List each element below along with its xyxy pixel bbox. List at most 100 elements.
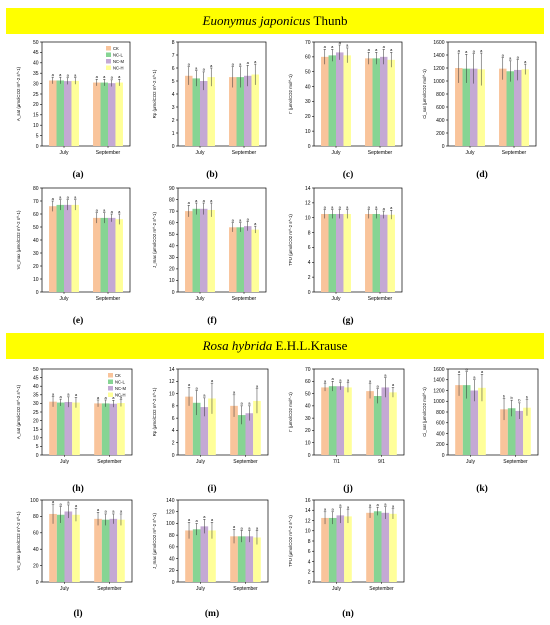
y-tick-label: 6: [172, 66, 175, 72]
significance-letter: a: [67, 195, 70, 200]
y-tick-label: 1000: [433, 79, 444, 85]
y-tick-label: 40: [305, 84, 311, 90]
significance-letter: a: [256, 383, 259, 388]
significance-letter: a: [233, 524, 236, 529]
bar: [208, 398, 216, 455]
y-tick-label: 45: [33, 375, 39, 381]
bar: [72, 514, 80, 582]
y-axis-label: A_sat (μmolCO2 m^-2 s^-1): [16, 384, 21, 439]
significance-letter: a: [239, 62, 242, 67]
y-tick-label: 12: [169, 379, 175, 385]
significance-letter: a: [248, 525, 251, 530]
significance-letter: a: [331, 204, 334, 209]
bar: [207, 209, 215, 292]
y-tick-label: 70: [169, 209, 175, 215]
bar: [514, 69, 522, 146]
significance-letter: a: [331, 44, 334, 49]
x-tick-label: July: [332, 150, 341, 156]
panel-label: (h): [72, 483, 84, 494]
significance-letter: a: [347, 377, 350, 382]
significance-letter: a: [203, 393, 206, 398]
x-tick-label: September: [368, 150, 393, 156]
bar: [115, 219, 123, 292]
x-tick-label: July: [196, 296, 205, 302]
y-tick-label: 600: [436, 421, 445, 427]
y-tick-label: 40: [169, 556, 175, 562]
significance-letter: a: [502, 52, 505, 57]
y-tick-label: 6: [308, 549, 311, 555]
y-tick-label: 25: [33, 92, 39, 98]
significance-letter: a: [196, 518, 199, 523]
section-banner-euonymus: Euonymus japonicus Thunb: [6, 8, 544, 34]
y-tick-label: 3: [172, 105, 175, 111]
panel-label: (g): [342, 315, 353, 326]
y-tick-label: 1200: [433, 66, 444, 72]
panel-label: (k): [476, 483, 488, 494]
x-tick-label: July: [196, 150, 205, 156]
plot-frame: [41, 499, 133, 583]
significance-letter: a: [473, 375, 476, 380]
y-tick-label: 4: [172, 428, 175, 434]
y-axis-label: Rp (μmolCO2 m^-2 s^-1): [152, 69, 157, 118]
significance-letter: a: [120, 394, 123, 399]
bar: [336, 515, 345, 582]
legend-entry: CK: [113, 46, 119, 51]
y-tick-label: 0: [172, 453, 175, 459]
bar: [49, 401, 57, 455]
x-tick-label: September: [96, 296, 121, 302]
y-tick-label: 80: [33, 514, 39, 520]
y-tick-label: 60: [169, 545, 175, 551]
y-tick-label: 0: [36, 580, 39, 586]
bar: [185, 75, 193, 146]
bar: [56, 514, 65, 582]
y-tick-label: 400: [436, 431, 445, 437]
significance-letter: a: [248, 401, 251, 406]
significance-letter: a: [60, 501, 63, 506]
bar: [478, 387, 486, 455]
bar: [49, 513, 57, 582]
significance-letter: a: [105, 395, 108, 400]
y-tick-label: 20: [305, 114, 311, 120]
x-tick-label: 9/1: [378, 459, 385, 465]
panel-label: (m): [205, 608, 219, 619]
bar: [521, 69, 529, 146]
y-tick-label: 8: [172, 404, 175, 410]
bar: [389, 392, 397, 455]
y-tick-label: 0: [36, 144, 39, 150]
significance-letter: a: [52, 499, 55, 504]
bar: [321, 56, 329, 146]
significance-letter: a: [52, 391, 55, 396]
y-tick-label: 0: [36, 290, 39, 296]
x-tick-label: September: [96, 150, 121, 156]
significance-letter: a: [368, 47, 371, 52]
significance-letter: a: [390, 205, 393, 210]
bar: [507, 408, 516, 455]
bar: [336, 214, 344, 292]
y-tick-label: 60: [305, 55, 311, 61]
y-tick-label: 0: [308, 580, 311, 586]
significance-letter: a: [103, 74, 106, 79]
significance-letter: a: [195, 65, 198, 70]
plot-frame: [313, 368, 405, 456]
significance-letter: a: [96, 208, 99, 213]
legend-entry: NC-H: [113, 66, 123, 71]
y-tick-label: 5: [172, 79, 175, 85]
y-tick-label: 50: [33, 225, 39, 231]
significance-letter: a: [480, 48, 483, 53]
y-tick-label: 10: [33, 123, 39, 129]
y-axis-label: Γ (μmolCO2 mol^-1): [288, 392, 293, 432]
y-tick-label: 16: [305, 498, 311, 504]
bar: [64, 81, 72, 146]
species-authority: E.H.L.Krause: [275, 338, 348, 353]
y-tick-label: 10: [305, 529, 311, 535]
significance-letter: a: [203, 198, 206, 203]
y-tick-label: 5: [36, 133, 39, 139]
significance-letter: a: [254, 221, 257, 226]
significance-letter: a: [60, 394, 63, 399]
bar: [477, 69, 485, 146]
bar: [49, 206, 57, 292]
y-tick-label: 20: [169, 568, 175, 574]
bar: [230, 536, 238, 582]
significance-letter: a: [369, 379, 372, 384]
bar: [523, 407, 531, 455]
